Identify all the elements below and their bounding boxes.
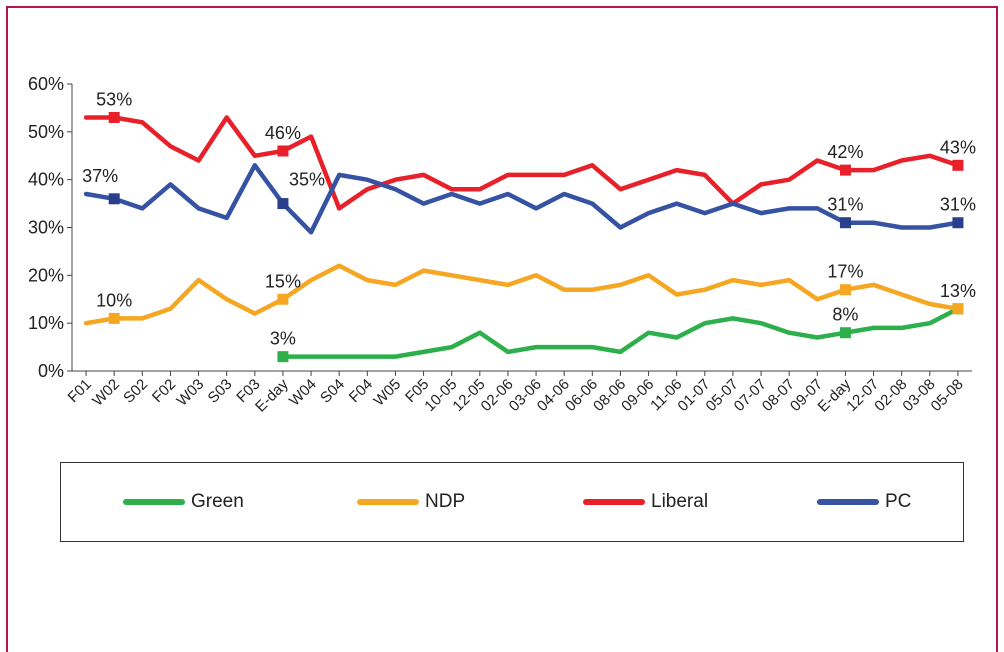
series-green (277, 303, 964, 363)
x-tick-label: W04 (286, 376, 320, 410)
legend-label-liberal: Liberal (651, 491, 709, 512)
legend-label-pc: PC (885, 491, 912, 512)
data-point-pc (839, 217, 851, 229)
series-line-pc (83, 163, 961, 235)
data-point-liberal (277, 145, 289, 157)
x-tick-label: W02 (89, 376, 123, 410)
data-point-green (839, 327, 851, 339)
x-tick-label: F04 (346, 376, 376, 406)
y-tick-label: 40% (28, 170, 64, 190)
legend-swatch-liberal (583, 499, 645, 505)
x-tick-label: S02 (120, 376, 151, 407)
data-label-liberal: 53% (96, 89, 132, 109)
y-tick-label: 60% (28, 74, 64, 94)
y-tick-label: 30% (28, 218, 64, 238)
data-point-liberal (108, 111, 120, 123)
data-label-pc: 31% (827, 195, 863, 215)
chart-frame (6, 6, 998, 652)
data-label-green: 8% (832, 305, 858, 325)
data-label-liberal: 46% (265, 123, 301, 143)
data-point-ndp (108, 312, 120, 324)
data-label-ndp: 13% (940, 281, 976, 301)
series-layer (83, 111, 964, 363)
data-label-pc: 31% (940, 195, 976, 215)
x-tick-label: W03 (174, 376, 208, 410)
x-tick-label: S04 (317, 376, 348, 407)
series-pc (83, 163, 964, 235)
series-line-ndp (83, 263, 961, 326)
x-tick-label: E-day (252, 375, 292, 415)
data-point-ndp (952, 303, 964, 315)
data-point-ndp (839, 284, 851, 296)
data-label-pc: 37% (82, 166, 118, 186)
x-tick-label: F02 (149, 376, 179, 406)
data-point-pc (277, 198, 289, 210)
data-point-ndp (277, 293, 289, 305)
y-tick-label: 0% (38, 361, 64, 381)
x-tick-label: 09-06 (618, 376, 657, 415)
data-label-ndp: 17% (827, 262, 863, 282)
series-ndp (83, 263, 964, 326)
legend-item-pc: PC (817, 491, 911, 513)
x-tick-label: F01 (65, 376, 95, 406)
y-tick-label: 10% (28, 313, 64, 333)
data-label-liberal: 42% (827, 142, 863, 162)
data-label-ndp: 15% (265, 271, 301, 291)
data-labels: 3% 8% 10% 15% 17% 13% 53% 46% 42% 43% 37% 35% 31% 31% (82, 89, 976, 348)
y-tick-label: 20% (28, 265, 64, 285)
data-label-green: 3% (270, 329, 296, 349)
x-tick-label: 05-08 (928, 376, 967, 415)
legend: Green NDP Liberal PC (60, 462, 964, 542)
series-liberal (83, 111, 964, 211)
legend-swatch-pc (817, 499, 879, 505)
legend-item-ndp: NDP (357, 491, 465, 513)
data-point-pc (108, 193, 120, 205)
x-tick-label: S03 (205, 376, 236, 407)
legend-label-ndp: NDP (425, 491, 466, 512)
data-label-liberal: 43% (940, 137, 976, 157)
data-label-pc: 35% (289, 170, 325, 190)
legend-item-liberal: Liberal (583, 491, 708, 513)
legend-item-green: Green (123, 491, 244, 513)
data-label-ndp: 10% (96, 290, 132, 310)
y-tick-label: 50% (28, 122, 64, 142)
data-point-liberal (952, 159, 964, 171)
data-point-liberal (839, 164, 851, 176)
legend-swatch-ndp (357, 499, 419, 505)
data-point-pc (952, 217, 964, 229)
legend-swatch-green (123, 499, 185, 505)
x-tick-label: W05 (370, 376, 404, 410)
data-point-green (277, 351, 289, 363)
series-line-liberal (83, 115, 961, 211)
legend-label-green: Green (191, 491, 244, 512)
